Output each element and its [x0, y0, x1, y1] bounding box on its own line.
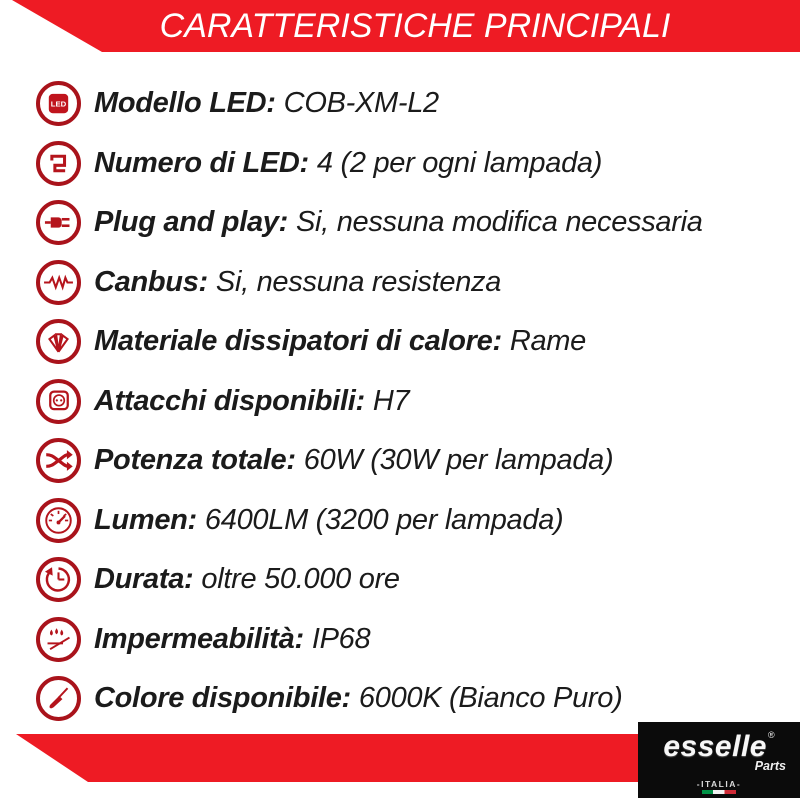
shuffle-arrows-icon — [36, 438, 81, 483]
feature-row-colore: Colore disponibile: 6000K (Bianco Puro) — [36, 676, 703, 721]
paintbrush-icon — [36, 676, 81, 721]
clock-history-icon — [36, 557, 81, 602]
feature-row-attacchi: Attacchi disponibili: H7 — [36, 378, 703, 424]
feature-row-modello-led: LED Modello LED: COB-XM-L2 — [36, 81, 703, 126]
led-chip-icon: LED — [36, 81, 81, 126]
feature-text: Canbus: Si, nessuna resistenza — [94, 265, 502, 298]
feature-row-durata: Durata: oltre 50.000 ore — [36, 557, 703, 602]
water-resistant-icon — [36, 616, 81, 662]
plug-icon — [36, 200, 81, 245]
feature-text: Impermeabilità: IP68 — [94, 622, 371, 655]
gauge-icon — [36, 497, 81, 543]
feature-list: LED Modello LED: COB-XM-L2 Numero di LED:… — [36, 81, 703, 721]
feature-text: Lumen: 6400LM (3200 per lampada) — [94, 503, 564, 536]
feature-row-canbus: Canbus: Si, nessuna resistenza — [36, 259, 703, 305]
brand-name: esselle — [663, 730, 767, 763]
heatsink-fins-icon — [36, 319, 81, 364]
svg-text:LED: LED — [51, 100, 67, 109]
feature-row-potenza: Potenza totale: 60W (30W per lampada) — [36, 438, 703, 483]
feature-row-materiale-dissipatori: Materiale dissipatori di calore: Rame — [36, 319, 703, 364]
feature-text: Colore disponibile: 6000K (Bianco Puro) — [94, 682, 623, 714]
brand-line: esselle® — [638, 731, 800, 762]
resistor-wave-icon — [36, 259, 81, 305]
feature-text: Materiale dissipatori di calore: Rame — [94, 325, 586, 357]
feature-row-numero-led: Numero di LED: 4 (2 per ogni lampada) — [36, 140, 703, 186]
italian-flag-icon — [702, 790, 736, 794]
feature-row-impermeabilita: Impermeabilità: IP68 — [36, 616, 703, 662]
header-band: CARATTERISTICHE PRINCIPALI — [12, 0, 800, 52]
feature-text: Attacchi disponibili: H7 — [94, 384, 410, 417]
feature-text: Durata: oltre 50.000 ore — [94, 563, 400, 595]
brand-country: -ITALIA- — [696, 779, 742, 789]
feature-text: Numero di LED: 4 (2 per ogni lampada) — [94, 146, 603, 179]
esselle-logo: esselle® Parts -ITALIA- — [638, 722, 800, 798]
brand-sub-name: Parts — [754, 759, 786, 773]
feature-text: Plug and play: Si, nessuna modifica neces… — [94, 206, 703, 238]
number-2-icon — [36, 140, 81, 186]
feature-row-plug-and-play: Plug and play: Si, nessuna modifica neces… — [36, 200, 703, 245]
feature-text: Potenza totale: 60W (30W per lampada) — [94, 444, 614, 476]
registered-mark-icon: ® — [767, 730, 775, 740]
page-title: CARATTERISTICHE PRINCIPALI — [159, 6, 671, 45]
socket-icon — [36, 378, 81, 424]
feature-text: Modello LED: COB-XM-L2 — [94, 87, 439, 119]
feature-row-lumen: Lumen: 6400LM (3200 per lampada) — [36, 497, 703, 543]
